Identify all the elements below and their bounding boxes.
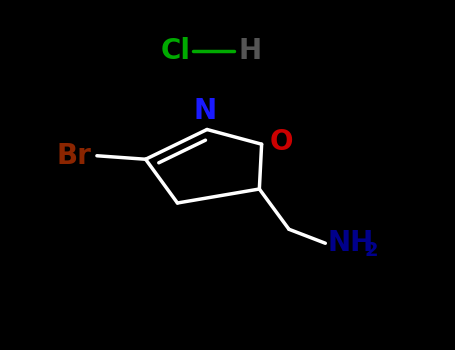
Text: NH: NH (328, 229, 374, 257)
Text: Br: Br (56, 142, 91, 170)
Text: O: O (270, 128, 293, 156)
Text: 2: 2 (365, 241, 379, 260)
Text: N: N (193, 97, 216, 125)
Text: H: H (239, 37, 262, 65)
Text: Cl: Cl (161, 37, 191, 65)
